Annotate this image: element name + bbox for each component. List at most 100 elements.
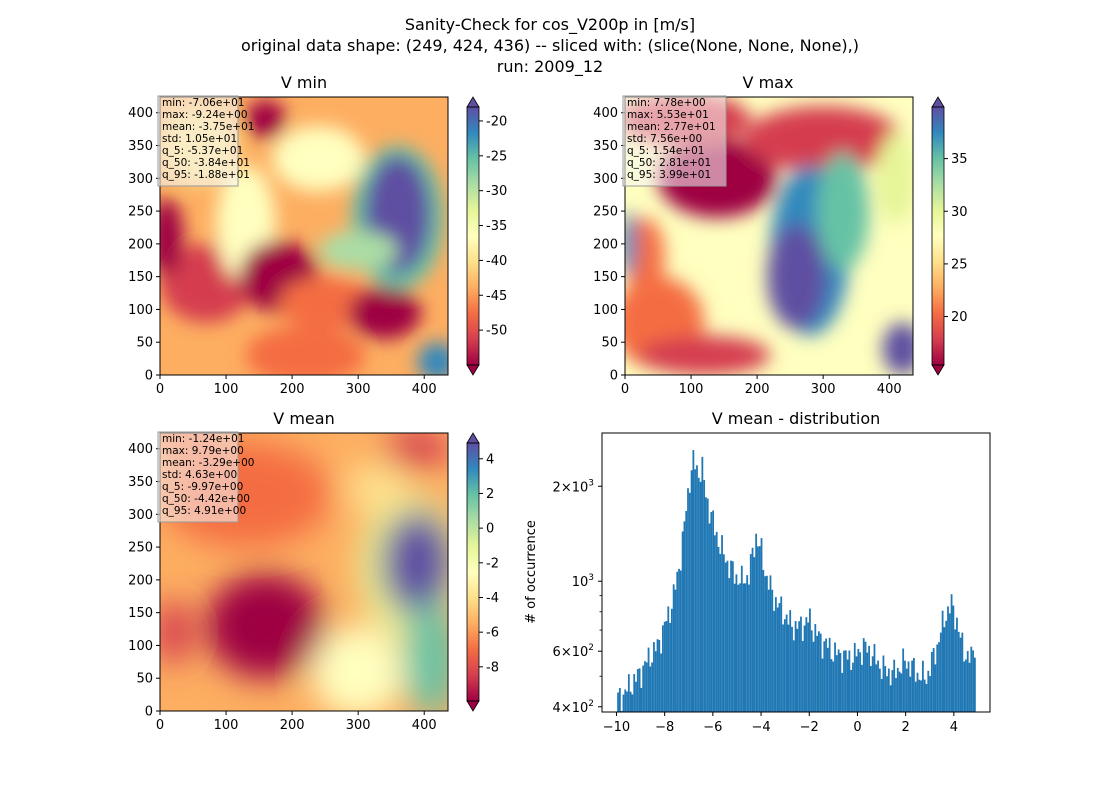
histogram-bar xyxy=(656,639,659,712)
stat-std: std: 1.05e+01 xyxy=(162,133,237,145)
x-tick-label: 400 xyxy=(412,718,437,733)
y-tick-label: 250 xyxy=(593,205,618,220)
colorbar-tick-label: 20 xyxy=(951,310,968,325)
histogram-bar xyxy=(642,665,645,712)
y-tick-label: 150 xyxy=(593,270,618,285)
histogram-bar xyxy=(803,625,806,712)
y-tick-label: 50 xyxy=(136,336,153,351)
histogram-bar xyxy=(862,638,865,712)
histogram-bar xyxy=(660,653,663,712)
histogram-bar xyxy=(948,613,951,712)
stat-q5: q_5: -9.97e+00 xyxy=(162,481,243,493)
histogram-bar xyxy=(945,620,948,712)
x-tick-label: 0 xyxy=(156,382,164,397)
histogram-bar xyxy=(638,668,641,712)
colorbar-tick-label: 30 xyxy=(951,205,968,220)
histogram-bar xyxy=(654,651,657,712)
colorbar-frame xyxy=(466,106,480,366)
histogram-bar xyxy=(714,535,716,712)
histogram-bar xyxy=(627,674,630,712)
colorbar: -50 -45 -40 -35 -30 -25 -20 xyxy=(466,96,507,376)
panel-v-min: V min 0 100 200 300 400 0 50 100 150 200 250 300 350… xyxy=(128,73,507,397)
colorbar-gradient xyxy=(467,443,479,701)
histogram-bar xyxy=(936,644,939,712)
stat-min: min: -7.06e+01 xyxy=(162,97,244,109)
histogram-bar xyxy=(817,631,820,712)
stat-q50: q_50: 2.81e+01 xyxy=(627,157,711,169)
stat-mean: mean: -3.29e+00 xyxy=(162,457,254,469)
histogram-bar xyxy=(722,554,725,712)
histogram-bar xyxy=(843,650,845,712)
histogram-bar xyxy=(823,641,826,712)
histogram-bar xyxy=(712,510,715,712)
histogram-bar xyxy=(961,632,964,712)
axes-frame xyxy=(159,432,449,712)
heatmap-region xyxy=(404,599,448,711)
heatmap-region xyxy=(232,583,312,656)
histogram-bar xyxy=(665,620,668,712)
histogram-bar xyxy=(629,691,632,712)
colorbar-extend-min xyxy=(466,700,480,712)
histogram-bar xyxy=(766,575,768,712)
histogram-bar xyxy=(735,574,738,712)
x-tick-label: 300 xyxy=(346,382,371,397)
x-tick-label: 0 xyxy=(156,718,164,733)
colorbar-tick-label: 25 xyxy=(951,257,968,272)
stat-q95: q_95: -1.88e+01 xyxy=(162,169,250,181)
heatmap-image xyxy=(160,433,448,711)
histogram-bar xyxy=(893,659,896,712)
x-tick-label: 400 xyxy=(412,382,437,397)
histogram-bar xyxy=(832,661,835,712)
x-tick-label: 100 xyxy=(214,382,239,397)
stat-max: max: 5.53e+01 xyxy=(627,109,709,121)
colorbar-extend-min xyxy=(931,364,945,376)
stat-min: min: 7.78e+00 xyxy=(627,97,706,109)
histogram-bar xyxy=(973,657,976,712)
heatmap-region xyxy=(417,342,448,375)
histogram-bar xyxy=(816,635,818,712)
colorbar-tick-label: 2 xyxy=(486,487,494,502)
x-tick-label: 2 xyxy=(902,720,910,735)
histogram-bar xyxy=(857,648,860,712)
stat-q5: q_5: 1.54e+01 xyxy=(627,145,704,157)
histogram-bar xyxy=(911,660,914,712)
histogram-bar xyxy=(676,571,679,712)
figure-title-line-3: run: 2009_12 xyxy=(497,57,603,77)
y-tick-label: 300 xyxy=(128,508,153,523)
histogram-bar xyxy=(769,575,772,712)
y-tick-label: 2×103 xyxy=(553,478,594,495)
histogram-bar xyxy=(699,481,702,712)
histogram-bar xyxy=(749,554,752,712)
y-axis-label: # of occurrence xyxy=(524,520,539,624)
histogram-bars xyxy=(617,450,976,712)
histogram-bar xyxy=(864,641,867,712)
histogram-bar xyxy=(812,641,815,712)
histogram-bar xyxy=(900,673,903,712)
histogram-bar xyxy=(947,606,949,712)
histogram-bar xyxy=(696,465,698,712)
histogram-bar xyxy=(807,622,810,712)
histogram-bar xyxy=(835,655,838,712)
histogram-bar xyxy=(956,617,958,712)
histogram-bar xyxy=(783,619,786,712)
histogram-bar xyxy=(830,659,833,712)
x-tick-label: 0 xyxy=(621,382,629,397)
histogram-bar xyxy=(886,676,888,712)
heatmap-region xyxy=(278,276,372,330)
histogram-bar xyxy=(685,511,688,712)
histogram-bar xyxy=(952,605,955,712)
axes-frame xyxy=(601,432,991,713)
histogram-bar xyxy=(819,633,822,712)
histogram-bar xyxy=(920,680,922,712)
colorbar-tick-label: 35 xyxy=(951,152,968,167)
histogram-bar xyxy=(787,624,790,712)
histogram-bar xyxy=(731,561,734,712)
histogram-bar xyxy=(954,629,957,712)
heatmap-region xyxy=(767,224,827,330)
histogram-bar xyxy=(742,583,745,712)
histogram-bar xyxy=(687,488,689,712)
histogram-bar xyxy=(882,655,885,712)
histogram-bar xyxy=(620,710,623,712)
y-tick-label: 200 xyxy=(593,237,618,252)
